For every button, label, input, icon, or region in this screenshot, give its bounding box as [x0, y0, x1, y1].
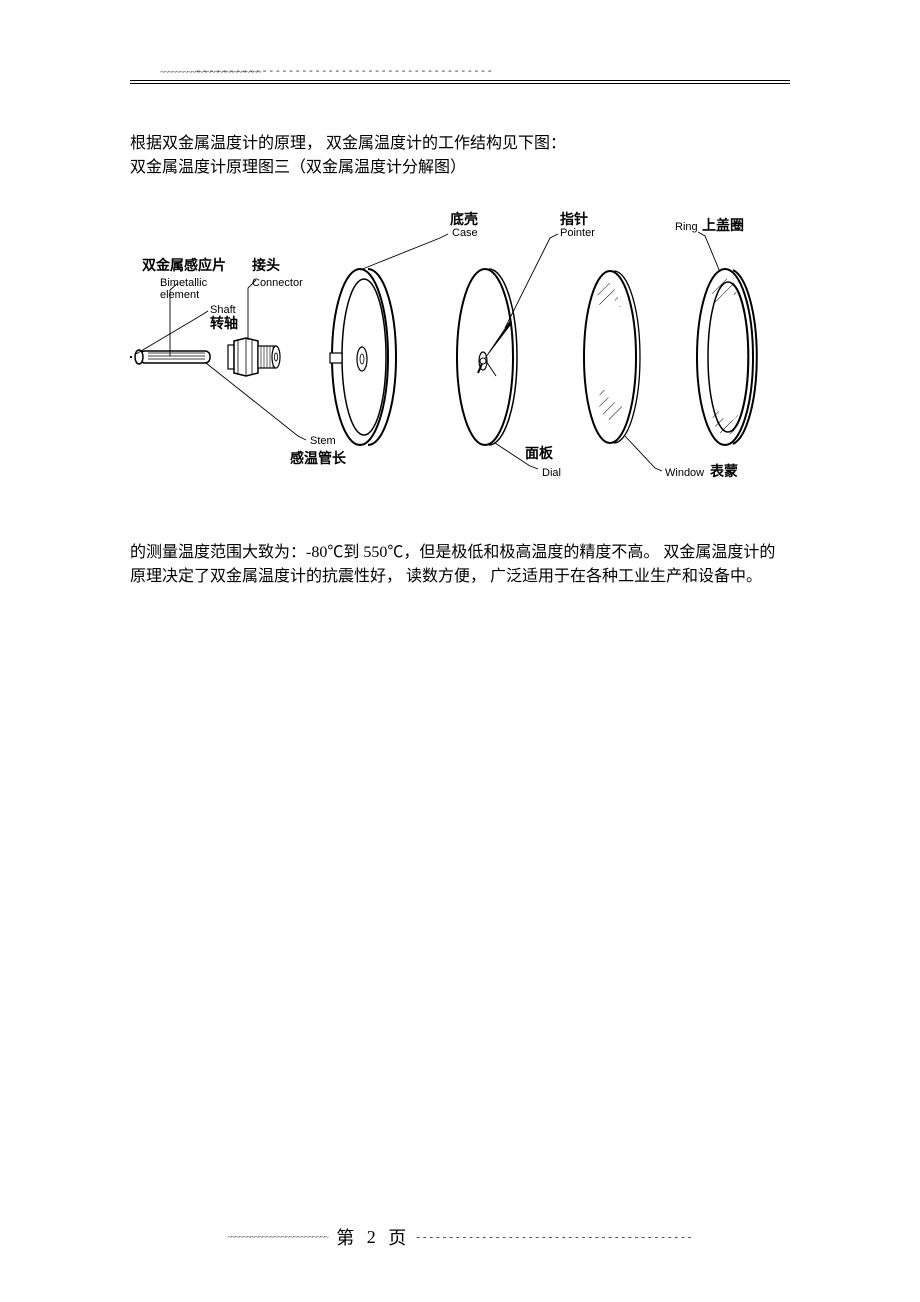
window-part [584, 271, 640, 443]
label-window-en: Window [665, 467, 704, 479]
connector-part [228, 338, 280, 376]
dial-part [457, 269, 517, 445]
label-case-en: Case [452, 227, 478, 239]
label-pointer-en: Pointer [560, 227, 595, 239]
intro-line-2: 双金属温度计原理图三（双金属温度计分解图） [130, 156, 790, 180]
exploded-diagram: 双金属感应片 Bimetallic element 接头 Connector S… [130, 208, 790, 503]
ring-part [697, 269, 757, 445]
label-stem-en: Stem [310, 435, 336, 447]
label-connector-en: Connector [252, 277, 303, 289]
footer-suffix: 页 [384, 1228, 410, 1248]
footer-page-number: 2 [363, 1227, 380, 1247]
page-footer: ~~~~~~~~~~~~~~~~~~~~~~~~~~ 第 2 页 -------… [130, 1224, 790, 1250]
intro-line-1: 根据双金属温度计的原理， 双金属温度计的工作结构见下图： [130, 132, 790, 156]
label-ring-cn: 上盖圈 [702, 217, 744, 233]
footer-prefix: 第 [332, 1228, 358, 1248]
body-paragraph: 的测量温度范围大致为：-80℃到 550℃，但是极低和极高温度的精度不高。 双金… [130, 541, 790, 589]
footer-decoration-left: ~~~~~~~~~~~~~~~~~~~~~~~~~~ [227, 1232, 328, 1242]
label-ring-en: Ring [675, 221, 698, 233]
label-stem-cn: 感温管长 [290, 450, 347, 466]
label-dial-cn: 面板 [525, 445, 554, 461]
label-pointer-cn: 指针 [560, 211, 588, 227]
label-dial-en: Dial [542, 467, 561, 479]
stem-part [135, 350, 210, 364]
header-dashes: ----------------------------------------… [130, 64, 493, 77]
label-shaft-cn: 转轴 [210, 315, 238, 331]
label-bimetal-cn: 双金属感应片 [142, 257, 226, 273]
case-part [330, 269, 396, 445]
label-bimetal-en1: Bimetallic [160, 277, 208, 289]
header-rule: ~~~~~~~~~~~~~~~~~~~~~~~~~~ -------------… [130, 70, 790, 88]
label-bimetal-en2: element [160, 289, 199, 301]
document-page: ~~~~~~~~~~~~~~~~~~~~~~~~~~ -------------… [0, 0, 920, 1302]
label-case-cn: 底壳 [450, 211, 478, 227]
label-connector-cn: 接头 [252, 257, 280, 273]
intro-text: 根据双金属温度计的原理， 双金属温度计的工作结构见下图： 双金属温度计原理图三（… [130, 132, 790, 180]
label-window-cn: 表蒙 [709, 463, 738, 479]
footer-dashes: ----------------------------------------… [415, 1231, 693, 1244]
